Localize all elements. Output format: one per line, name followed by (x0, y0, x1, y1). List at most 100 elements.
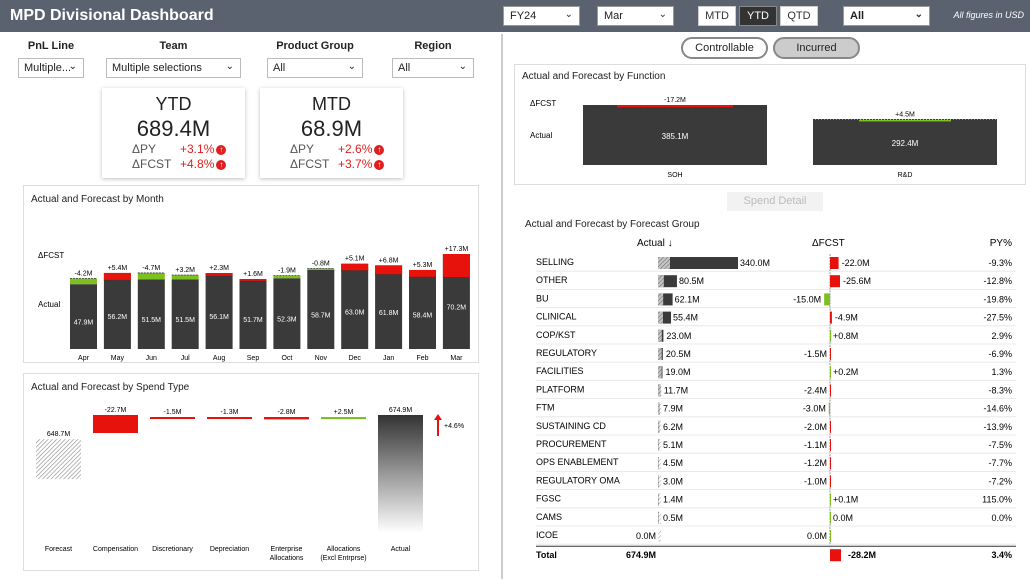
delta-value: +0.8M (833, 331, 858, 341)
tick-label: May (111, 355, 125, 362)
delta-bar (830, 493, 831, 506)
tick-label: Dec (348, 355, 361, 362)
delta-value: -3.0M (803, 404, 826, 414)
delta-bar (70, 278, 97, 285)
delta-label: -17.2M (664, 97, 686, 104)
forecast-marker (658, 384, 662, 397)
delta-value: -1.2M (804, 458, 827, 468)
year-select[interactable]: FY24 ⌄ (503, 6, 580, 26)
period-qtd-button[interactable]: QTD (780, 6, 818, 26)
delta-bar (273, 275, 301, 279)
delta-label: +17.3M (445, 246, 469, 253)
chevron-down-icon: ⌄ (458, 61, 467, 72)
delta-bar (830, 530, 831, 542)
kpi-py-label: ΔPY (290, 142, 315, 156)
forecast-marker (658, 420, 662, 433)
actual-bar (239, 279, 267, 349)
delta-label: +4.5M (895, 111, 915, 118)
spend-chart: 648.7M Forecast -22.7M Compensation -1.5M Dis… (36, 407, 464, 562)
column-header: ΔFCST (812, 238, 845, 249)
panel-divider (501, 34, 503, 579)
actual-value: 6.2M (663, 422, 683, 432)
forecast-marker (658, 439, 662, 451)
filter-label-pnl: PnL Line (27, 40, 75, 52)
kpi-fcst-label: ΔFCST (132, 157, 172, 171)
actual-label: 58.4M (413, 312, 433, 319)
actual-value: 80.5M (679, 276, 704, 286)
spend-value-label: -1.3M (221, 409, 239, 416)
actual-value: 19.0M (665, 367, 690, 377)
py-value: -7.5% (988, 440, 1012, 450)
row-label: OPS ENABLEMENT (536, 457, 619, 467)
py-value: -27.5% (983, 313, 1012, 323)
month-value: Mar (604, 10, 623, 22)
category-label: Allocations (270, 555, 304, 562)
delta-bar (341, 263, 369, 271)
row-label: Actual (530, 131, 552, 140)
delta-bar (830, 275, 840, 288)
delta-bar (409, 269, 436, 278)
filter-team-select[interactable]: Multiple selections ⌄ (106, 58, 241, 78)
py-value: -7.7% (988, 458, 1012, 468)
month-select[interactable]: Mar ⌄ (597, 6, 674, 26)
row-label: ΔFCST (38, 251, 64, 260)
actual-bar (813, 119, 997, 165)
forecast-marker (658, 329, 662, 342)
filter-product-select[interactable]: All ⌄ (267, 58, 363, 78)
scope-select[interactable]: All ⌄ (843, 6, 930, 26)
delta-value: -15.0M (793, 294, 821, 304)
column-header: PY% (990, 238, 1012, 249)
arrow-up-icon: ↑ (374, 159, 385, 170)
delta-label: -0.8M (312, 260, 330, 267)
total-delta: -28.2M (848, 550, 876, 560)
py-value: 115.0% (982, 495, 1012, 505)
delta-bar (171, 274, 199, 280)
delta-label: +2.3M (209, 265, 229, 272)
chevron-down-icon: ⌄ (564, 9, 573, 20)
filter-value: All (273, 62, 286, 74)
actual-label: 47.9M (74, 320, 94, 327)
spend-bar (321, 417, 366, 420)
delta-label: +1.6M (243, 271, 263, 278)
actual-value: 23.0M (666, 331, 691, 341)
forecast-marker (658, 366, 662, 379)
spend-detail-button[interactable]: Spend Detail (727, 192, 823, 211)
spend-bar (36, 439, 81, 480)
period-mtd-button[interactable]: MTD (698, 6, 736, 26)
actual-bar (307, 269, 335, 349)
controllable-toggle[interactable]: Controllable (681, 37, 768, 59)
spend-value-label: +2.5M (334, 409, 354, 416)
delta-bar (830, 475, 831, 488)
total-actual: 674.9M (626, 550, 656, 560)
forecast-marker (658, 402, 662, 415)
row-label: BU (536, 293, 549, 303)
delta-bar (859, 119, 951, 122)
total-delta-label: +4.6% (444, 423, 464, 430)
py-value: -7.2% (988, 476, 1012, 486)
filter-pnl-select[interactable]: Multiple... ⌄ (18, 58, 84, 78)
actual-bar (103, 272, 131, 349)
delta-value: 0.0M (833, 513, 853, 523)
chevron-down-icon: ⌄ (68, 61, 77, 72)
chevron-down-icon: ⌄ (914, 9, 923, 20)
kpi-fcst-label: ΔFCST (290, 157, 330, 171)
period-ytd-button[interactable]: YTD (739, 6, 777, 26)
kpi-py-label: ΔPY (132, 142, 157, 156)
py-value: -9.3% (988, 258, 1012, 268)
actual-value: 0.0M (636, 531, 656, 541)
delta-value: +0.1M (833, 495, 858, 505)
actual-bar (273, 278, 301, 349)
page-title: MPD Divisional Dashboard (10, 7, 214, 24)
tick-label: Oct (281, 355, 292, 362)
actual-value: 0.5M (663, 513, 683, 523)
delta-value: -1.0M (804, 476, 827, 486)
row-label: COP/KST (536, 330, 576, 340)
filter-region-select[interactable]: All ⌄ (392, 58, 474, 78)
row-label: PROCUREMENT (536, 439, 607, 449)
delta-value: -25.6M (843, 276, 871, 286)
arrow-up-icon: ↑ (216, 159, 227, 170)
chart-title: Actual and Forecast by Forecast Group (525, 219, 700, 230)
incurred-toggle[interactable]: Incurred (773, 37, 860, 59)
py-value: 0.0% (991, 513, 1012, 523)
spend-value-label: 674.9M (389, 407, 413, 414)
